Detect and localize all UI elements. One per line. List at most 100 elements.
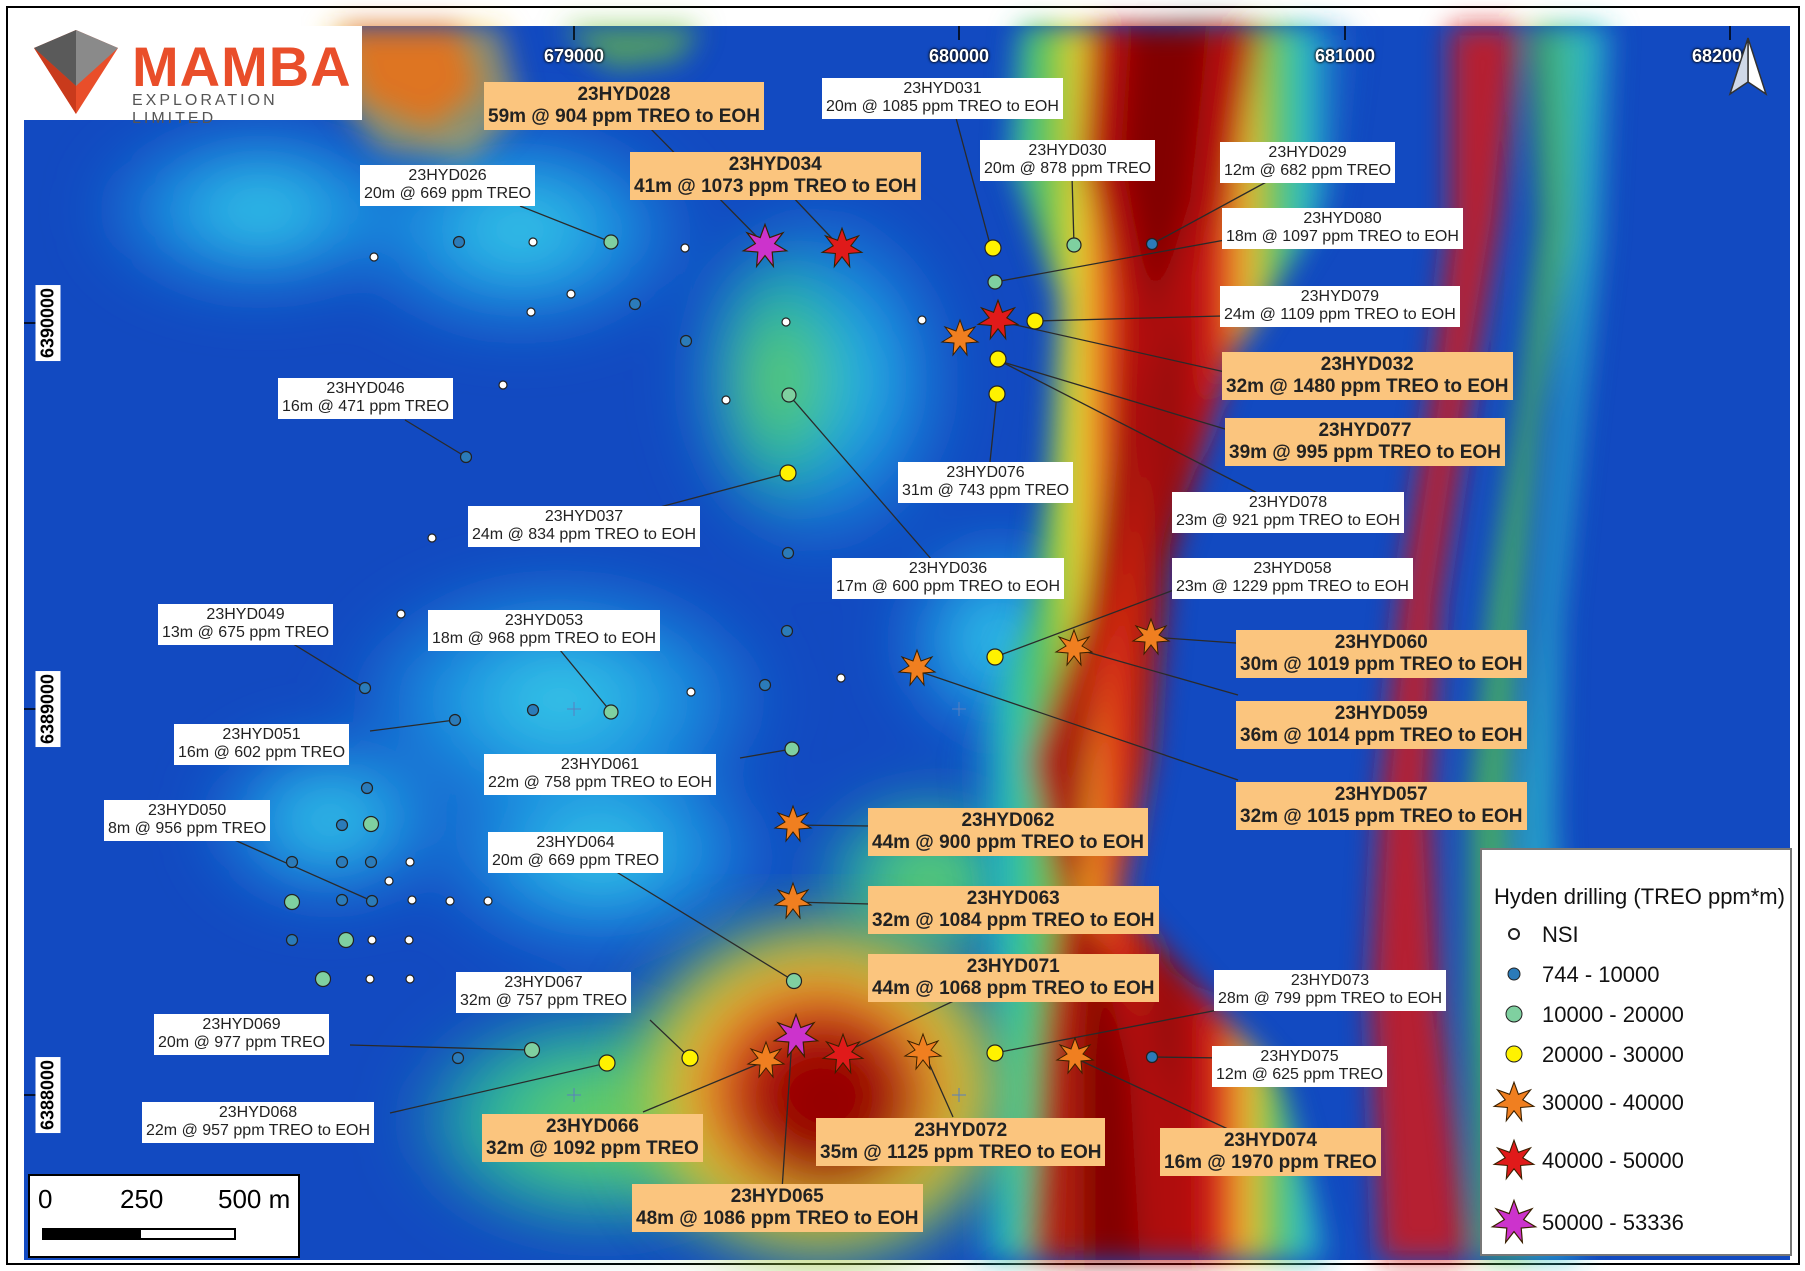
hole-label: 23HYD071 44m @ 1068 ppm TREO to EOH (868, 954, 1159, 1002)
low-grade-marker (628, 297, 642, 311)
nsi-marker (781, 317, 791, 327)
hole-label: 23HYD036 17m @ 600 ppm TREO to EOH (832, 558, 1065, 599)
legend-label: 40000 - 50000 (1542, 1148, 1684, 1173)
mid-grade-marker (283, 893, 301, 911)
nsi-marker (498, 380, 508, 390)
nsi-marker (367, 935, 377, 945)
low-grade-marker (365, 894, 379, 908)
hole-label: 23HYD063 32m @ 1084 ppm TREO to EOH (868, 886, 1159, 934)
low-grade-marker (285, 855, 299, 869)
nsi-marker (445, 896, 455, 906)
hole-label: 23HYD026 20m @ 669 ppm TREO (360, 165, 536, 206)
high-grade-marker (986, 1044, 1004, 1062)
hole-label: 23HYD068 22m @ 957 ppm TREO to EOH (142, 1102, 375, 1143)
legend-label: 10000 - 20000 (1542, 1002, 1684, 1027)
company-logo: MAMBA EXPLORATION LIMITED (22, 26, 362, 127)
easting-label: 679000 (543, 46, 605, 66)
nsi-marker (836, 673, 846, 683)
low-grade-marker (451, 1051, 465, 1065)
nsi-marker (528, 237, 538, 247)
high-grade-marker (988, 385, 1006, 403)
logo-subtitle: EXPLORATION LIMITED (132, 92, 278, 127)
legend-star-magenta-icon (1491, 1199, 1537, 1244)
legend: Hyden drilling (TREO ppm*m) NSI 744 - 10… (1480, 848, 1792, 1256)
nsi-marker (686, 687, 696, 697)
legend-label: 20000 - 30000 (1542, 1042, 1684, 1067)
scale-label: 0 (38, 1184, 53, 1214)
drill-hole-markers (283, 234, 1159, 1072)
mid-grade-marker (362, 815, 380, 833)
hole-label: 23HYD077 39m @ 995 ppm TREO to EOH (1225, 418, 1505, 466)
scale-label: 250 (120, 1184, 164, 1214)
nsi-marker (405, 857, 415, 867)
high-grade-marker (598, 1054, 616, 1072)
low-grade-marker (335, 818, 349, 832)
low-grade-marker (459, 450, 473, 464)
hole-label: 23HYD065 48m @ 1086 ppm TREO to EOH (632, 1184, 923, 1232)
legend-label: 744 - 10000 (1542, 962, 1660, 987)
hole-label: 23HYD076 31m @ 743 ppm TREO (898, 462, 1074, 503)
nsi-marker (369, 252, 379, 262)
northing-label: 6389000 (35, 670, 61, 748)
low-grade-marker (1145, 237, 1159, 251)
hole-label: 23HYD050 8m @ 956 ppm TREO (104, 800, 271, 841)
hole-label: 23HYD062 44m @ 900 ppm TREO to EOH (868, 808, 1148, 856)
high-grade-marker (984, 239, 1002, 257)
hole-label: 23HYD030 20m @ 878 ppm TREO (980, 140, 1156, 181)
low-grade-marker (335, 893, 349, 907)
nsi-marker (483, 896, 493, 906)
mid-grade-marker (337, 931, 355, 949)
high-grade-marker (681, 1049, 699, 1067)
hole-label: 23HYD046 16m @ 471 ppm TREO (278, 378, 454, 419)
hole-label: 23HYD053 18m @ 968 ppm TREO to EOH (428, 610, 661, 651)
legend-dot-green-icon (1505, 1005, 1523, 1023)
nsi-marker (526, 307, 536, 317)
hole-label: 23HYD051 16m @ 602 ppm TREO (174, 724, 350, 765)
nsi-marker (721, 395, 731, 405)
hole-label: 23HYD074 16m @ 1970 ppm TREO (1160, 1128, 1381, 1176)
hole-label: 23HYD078 23m @ 921 ppm TREO to EOH (1172, 492, 1405, 533)
low-grade-marker (452, 235, 466, 249)
low-grade-marker (364, 855, 378, 869)
nsi-marker (407, 895, 417, 905)
mid-grade-marker (1066, 237, 1082, 253)
hole-label: 23HYD061 22m @ 758 ppm TREO to EOH (484, 754, 717, 795)
legend-dot-blue-icon (1507, 967, 1521, 981)
legend-symbols (1491, 928, 1537, 1244)
mid-grade-marker (603, 234, 619, 250)
mid-grade-marker (603, 704, 619, 720)
nsi-marker (405, 974, 415, 984)
nsi-marker (680, 243, 690, 253)
hole-label: 23HYD059 36m @ 1014 ppm TREO to EOH (1236, 701, 1527, 749)
hole-label: 23HYD072 35m @ 1125 ppm TREO to EOH (816, 1118, 1106, 1166)
high-grade-marker (779, 464, 797, 482)
legend-title: Hyden drilling (TREO ppm*m) (1494, 884, 1785, 909)
northing-label: 6388000 (35, 1056, 61, 1134)
scale-label: 500 m (218, 1184, 291, 1214)
low-grade-marker (360, 781, 374, 795)
nsi-marker (917, 315, 927, 325)
hole-label: 23HYD073 28m @ 799 ppm TREO to EOH (1214, 970, 1447, 1011)
hole-label: 23HYD066 32m @ 1092 ppm TREO (482, 1114, 703, 1162)
hole-label: 23HYD064 20m @ 669 ppm TREO (488, 832, 664, 873)
mid-grade-marker (523, 1041, 541, 1059)
nsi-marker (404, 935, 414, 945)
mid-grade-marker (781, 387, 797, 403)
legend-label: 30000 - 40000 (1542, 1090, 1684, 1115)
hole-label: 23HYD049 13m @ 675 ppm TREO (158, 604, 334, 645)
legend-star-orange-icon (1493, 1081, 1535, 1122)
hole-label: 23HYD058 23m @ 1229 ppm TREO to EOH (1172, 558, 1413, 599)
legend-label: NSI (1542, 922, 1579, 947)
nsi-marker (566, 289, 576, 299)
nsi-marker (365, 974, 375, 984)
nsi-marker (384, 876, 394, 886)
hole-label: 23HYD060 30m @ 1019 ppm TREO to EOH (1236, 630, 1527, 678)
low-grade-marker (758, 678, 772, 692)
logo-wordmark: MAMBA (132, 35, 352, 98)
low-grade-marker (448, 713, 462, 727)
low-grade-marker (1145, 1050, 1159, 1064)
hole-label: 23HYD034 41m @ 1073 ppm TREO to EOH (630, 152, 921, 200)
high-grade-marker (1026, 312, 1044, 330)
legend-nsi-icon (1508, 928, 1520, 940)
low-grade-marker (780, 624, 794, 638)
